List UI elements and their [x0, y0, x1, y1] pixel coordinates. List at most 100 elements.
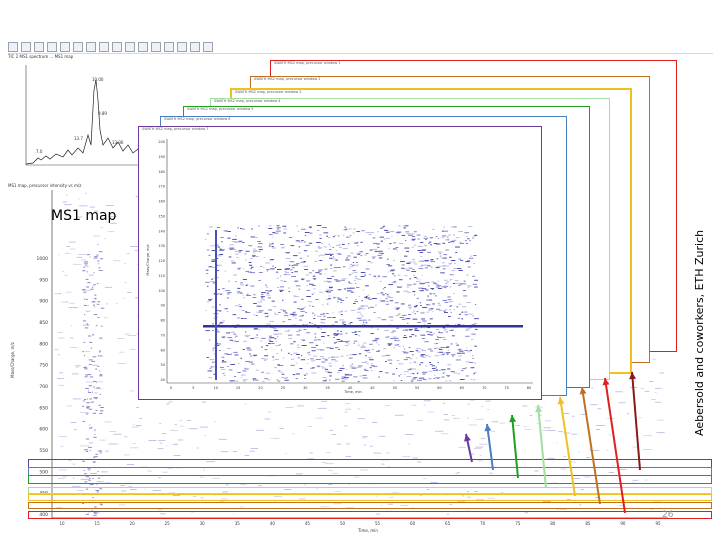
ms1-feature [250, 448, 259, 449]
ms1-feature [94, 392, 98, 394]
swath-feature [274, 267, 277, 268]
ms1-feature [83, 298, 86, 300]
swath-feature [302, 314, 304, 316]
toolbar-button[interactable] [151, 42, 161, 52]
swath-feature [228, 369, 233, 371]
swath-feature [441, 230, 445, 232]
swath-feature [410, 380, 414, 382]
toolbar-button[interactable] [47, 42, 57, 52]
toolbar-button[interactable] [21, 42, 31, 52]
swath-feature [379, 227, 383, 229]
toolbar-button[interactable] [138, 42, 148, 52]
swath-feature [281, 377, 285, 378]
ms1-feature [70, 325, 73, 326]
swath-feature [358, 307, 362, 309]
ms1-feature [78, 198, 80, 200]
toolbar-button[interactable] [8, 42, 18, 52]
swath-feature [411, 236, 416, 237]
ms1-feature [239, 506, 244, 508]
toolbar-button[interactable] [125, 42, 135, 52]
toolbar-button[interactable] [164, 42, 174, 52]
swath-feature [370, 262, 373, 264]
swath-feature [365, 253, 369, 254]
swath-feature [371, 327, 373, 329]
ms1-feature [557, 431, 564, 433]
toolbar-button[interactable] [34, 42, 44, 52]
swath-feature [406, 262, 411, 264]
swath-feature [349, 366, 354, 368]
toolbar-button[interactable] [177, 42, 187, 52]
arrow-head [535, 405, 543, 413]
swath-feature [388, 284, 393, 286]
ms1-feature [487, 497, 495, 499]
toolbar-button[interactable] [190, 42, 200, 52]
swath-feature [474, 322, 477, 324]
swath-feature [403, 227, 407, 229]
swath-feature [467, 351, 471, 353]
swath-feature [300, 359, 306, 361]
swath-feature [467, 226, 473, 228]
swath-feature [344, 226, 347, 228]
toolbar-button[interactable] [99, 42, 109, 52]
swath-feature [333, 333, 336, 334]
ms1-feature [563, 413, 570, 414]
ms1-feature [455, 473, 458, 475]
swath-feature [376, 342, 379, 344]
swath-feature [392, 248, 397, 250]
ms1-feature [326, 452, 331, 453]
swath-feature [420, 355, 424, 357]
swath-feature [227, 237, 231, 239]
swath-feature [346, 287, 351, 289]
ms1-feature [491, 431, 495, 432]
swath-feature [339, 333, 343, 335]
swath-feature [250, 272, 255, 274]
swath-feature [221, 241, 223, 243]
swath-feature [427, 265, 431, 267]
swath-feature [299, 257, 303, 259]
swath-feature [268, 234, 273, 236]
swath-feature [348, 283, 353, 284]
ms1-feature [89, 473, 97, 474]
swath-feature [381, 319, 387, 321]
ms1-feature [85, 388, 89, 389]
toolbar-button[interactable] [86, 42, 96, 52]
ms1-feature [201, 401, 206, 403]
swath-feature [236, 257, 239, 258]
swath-feature [294, 317, 297, 319]
swath-feature [444, 328, 448, 330]
toolbar-button[interactable] [60, 42, 70, 52]
swath-feature [473, 263, 475, 264]
toolbar-button[interactable] [203, 42, 213, 52]
ms1-feature [135, 425, 142, 426]
ms1-feature [64, 275, 68, 276]
swath-feature [304, 269, 308, 270]
ms1-feature [84, 481, 88, 483]
swath-feature [346, 236, 350, 238]
swath-feature [322, 322, 326, 324]
ms1-feature [124, 436, 128, 438]
toolbar-button[interactable] [73, 42, 83, 52]
swath-feature [464, 311, 468, 313]
ms1-feature [99, 374, 103, 376]
toolbar-button[interactable] [112, 42, 122, 52]
x-tick-label: 0 [170, 386, 172, 390]
swath-feature [294, 296, 300, 298]
swath-feature [365, 268, 370, 270]
ms1-feature [304, 484, 307, 486]
swath-feature [278, 312, 281, 313]
swath-feature [212, 347, 217, 349]
ms1-feature [544, 420, 552, 422]
ms1-feature [59, 293, 62, 295]
swath-feature [303, 374, 307, 376]
ms1-feature [315, 417, 323, 419]
swath-feature [439, 332, 444, 334]
swath-feature [422, 320, 427, 322]
ms1-feature [375, 513, 381, 515]
ms1-feature [93, 257, 98, 259]
swath-feature [237, 241, 242, 243]
ms1-feature [62, 476, 68, 478]
ms1-feature [64, 215, 67, 217]
swath-feature [337, 301, 339, 303]
swath-feature [451, 354, 456, 356]
swath-feature [446, 352, 451, 354]
